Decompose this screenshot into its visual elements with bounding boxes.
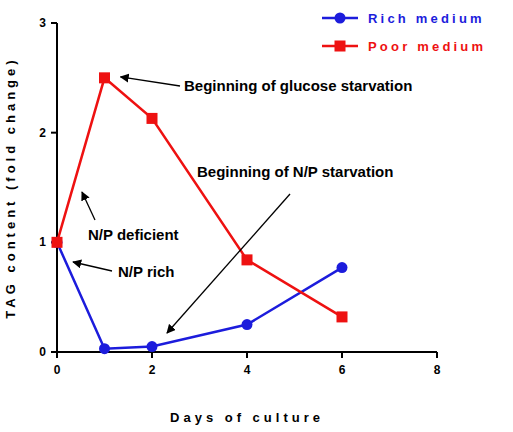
- legend-label: Rich medium: [368, 11, 485, 26]
- x-tick-label: 8: [434, 363, 441, 377]
- x-tick-label: 2: [149, 363, 156, 377]
- y-tick-label: 3: [39, 16, 46, 30]
- x-tick: [341, 352, 343, 358]
- y-axis-title: TAG content (fold change): [3, 56, 18, 318]
- data-point: [242, 254, 253, 265]
- x-tick: [436, 352, 438, 358]
- legend-marker: [335, 13, 346, 24]
- data-point: [99, 343, 110, 354]
- plot-data: [52, 72, 348, 354]
- data-point: [99, 72, 110, 83]
- annotation: Beginning of glucose starvation: [184, 77, 412, 94]
- chart-root: 0 2 4 6 8 0 1 2 3 Days of culture TAG content (fol…: [0, 0, 513, 432]
- series-line: [57, 78, 342, 317]
- chart: 0 2 4 6 8 0 1 2 3 Days of culture TAG content (fol…: [0, 0, 513, 432]
- data-point: [337, 262, 348, 273]
- data-point: [147, 113, 158, 124]
- annotation: N/P deficient: [88, 226, 179, 243]
- annotation-arrow: [73, 262, 112, 271]
- data-point: [52, 237, 63, 248]
- y-axis: [56, 23, 58, 352]
- data-point: [242, 319, 253, 330]
- annotation-arrow: [121, 77, 181, 86]
- x-tick: [246, 352, 248, 358]
- y-tick-label: 1: [39, 235, 46, 249]
- annotation-arrow: [167, 194, 290, 333]
- y-tick: [51, 22, 57, 24]
- legend-marker: [335, 41, 346, 52]
- y-tick: [51, 351, 57, 353]
- x-tick-label: 6: [339, 363, 346, 377]
- data-point: [52, 237, 63, 248]
- annotation-arrow: [82, 192, 95, 220]
- x-tick-label: 0: [54, 363, 61, 377]
- y-tick-label: 2: [39, 126, 46, 140]
- data-point: [147, 341, 158, 352]
- x-tick-label: 4: [244, 363, 251, 377]
- x-axis-title: Days of culture: [170, 410, 324, 425]
- annotation: N/P rich: [118, 263, 174, 280]
- annotation: Beginning of N/P starvation: [197, 163, 393, 180]
- y-tick: [51, 132, 57, 134]
- legend-label: Poor medium: [368, 39, 486, 54]
- x-tick: [151, 352, 153, 358]
- data-point: [337, 311, 348, 322]
- y-tick-label: 0: [39, 345, 46, 359]
- legend: Rich medium Poor medium: [322, 11, 486, 54]
